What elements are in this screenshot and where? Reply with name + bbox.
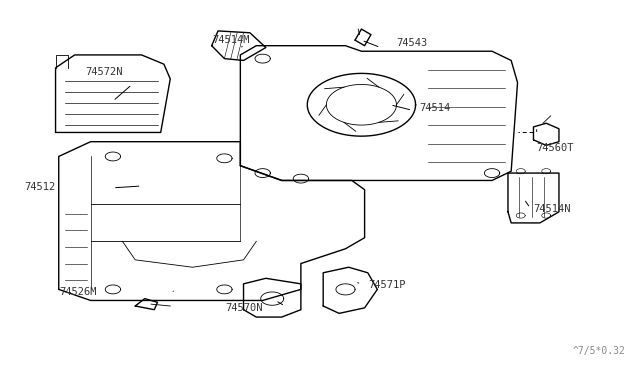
Text: 74514M: 74514M xyxy=(212,35,250,45)
Text: 74572N: 74572N xyxy=(85,67,122,77)
Text: 74571P: 74571P xyxy=(368,280,405,289)
Text: 74543: 74543 xyxy=(396,38,428,48)
Text: 74560T: 74560T xyxy=(537,143,574,153)
Text: 74570N: 74570N xyxy=(225,303,262,313)
Text: 74514N: 74514N xyxy=(534,204,571,214)
Text: 74514: 74514 xyxy=(419,103,450,113)
Text: 74512: 74512 xyxy=(24,182,56,192)
Text: ^7/5*0.32: ^7/5*0.32 xyxy=(573,346,626,356)
Text: 74526M: 74526M xyxy=(60,287,97,297)
